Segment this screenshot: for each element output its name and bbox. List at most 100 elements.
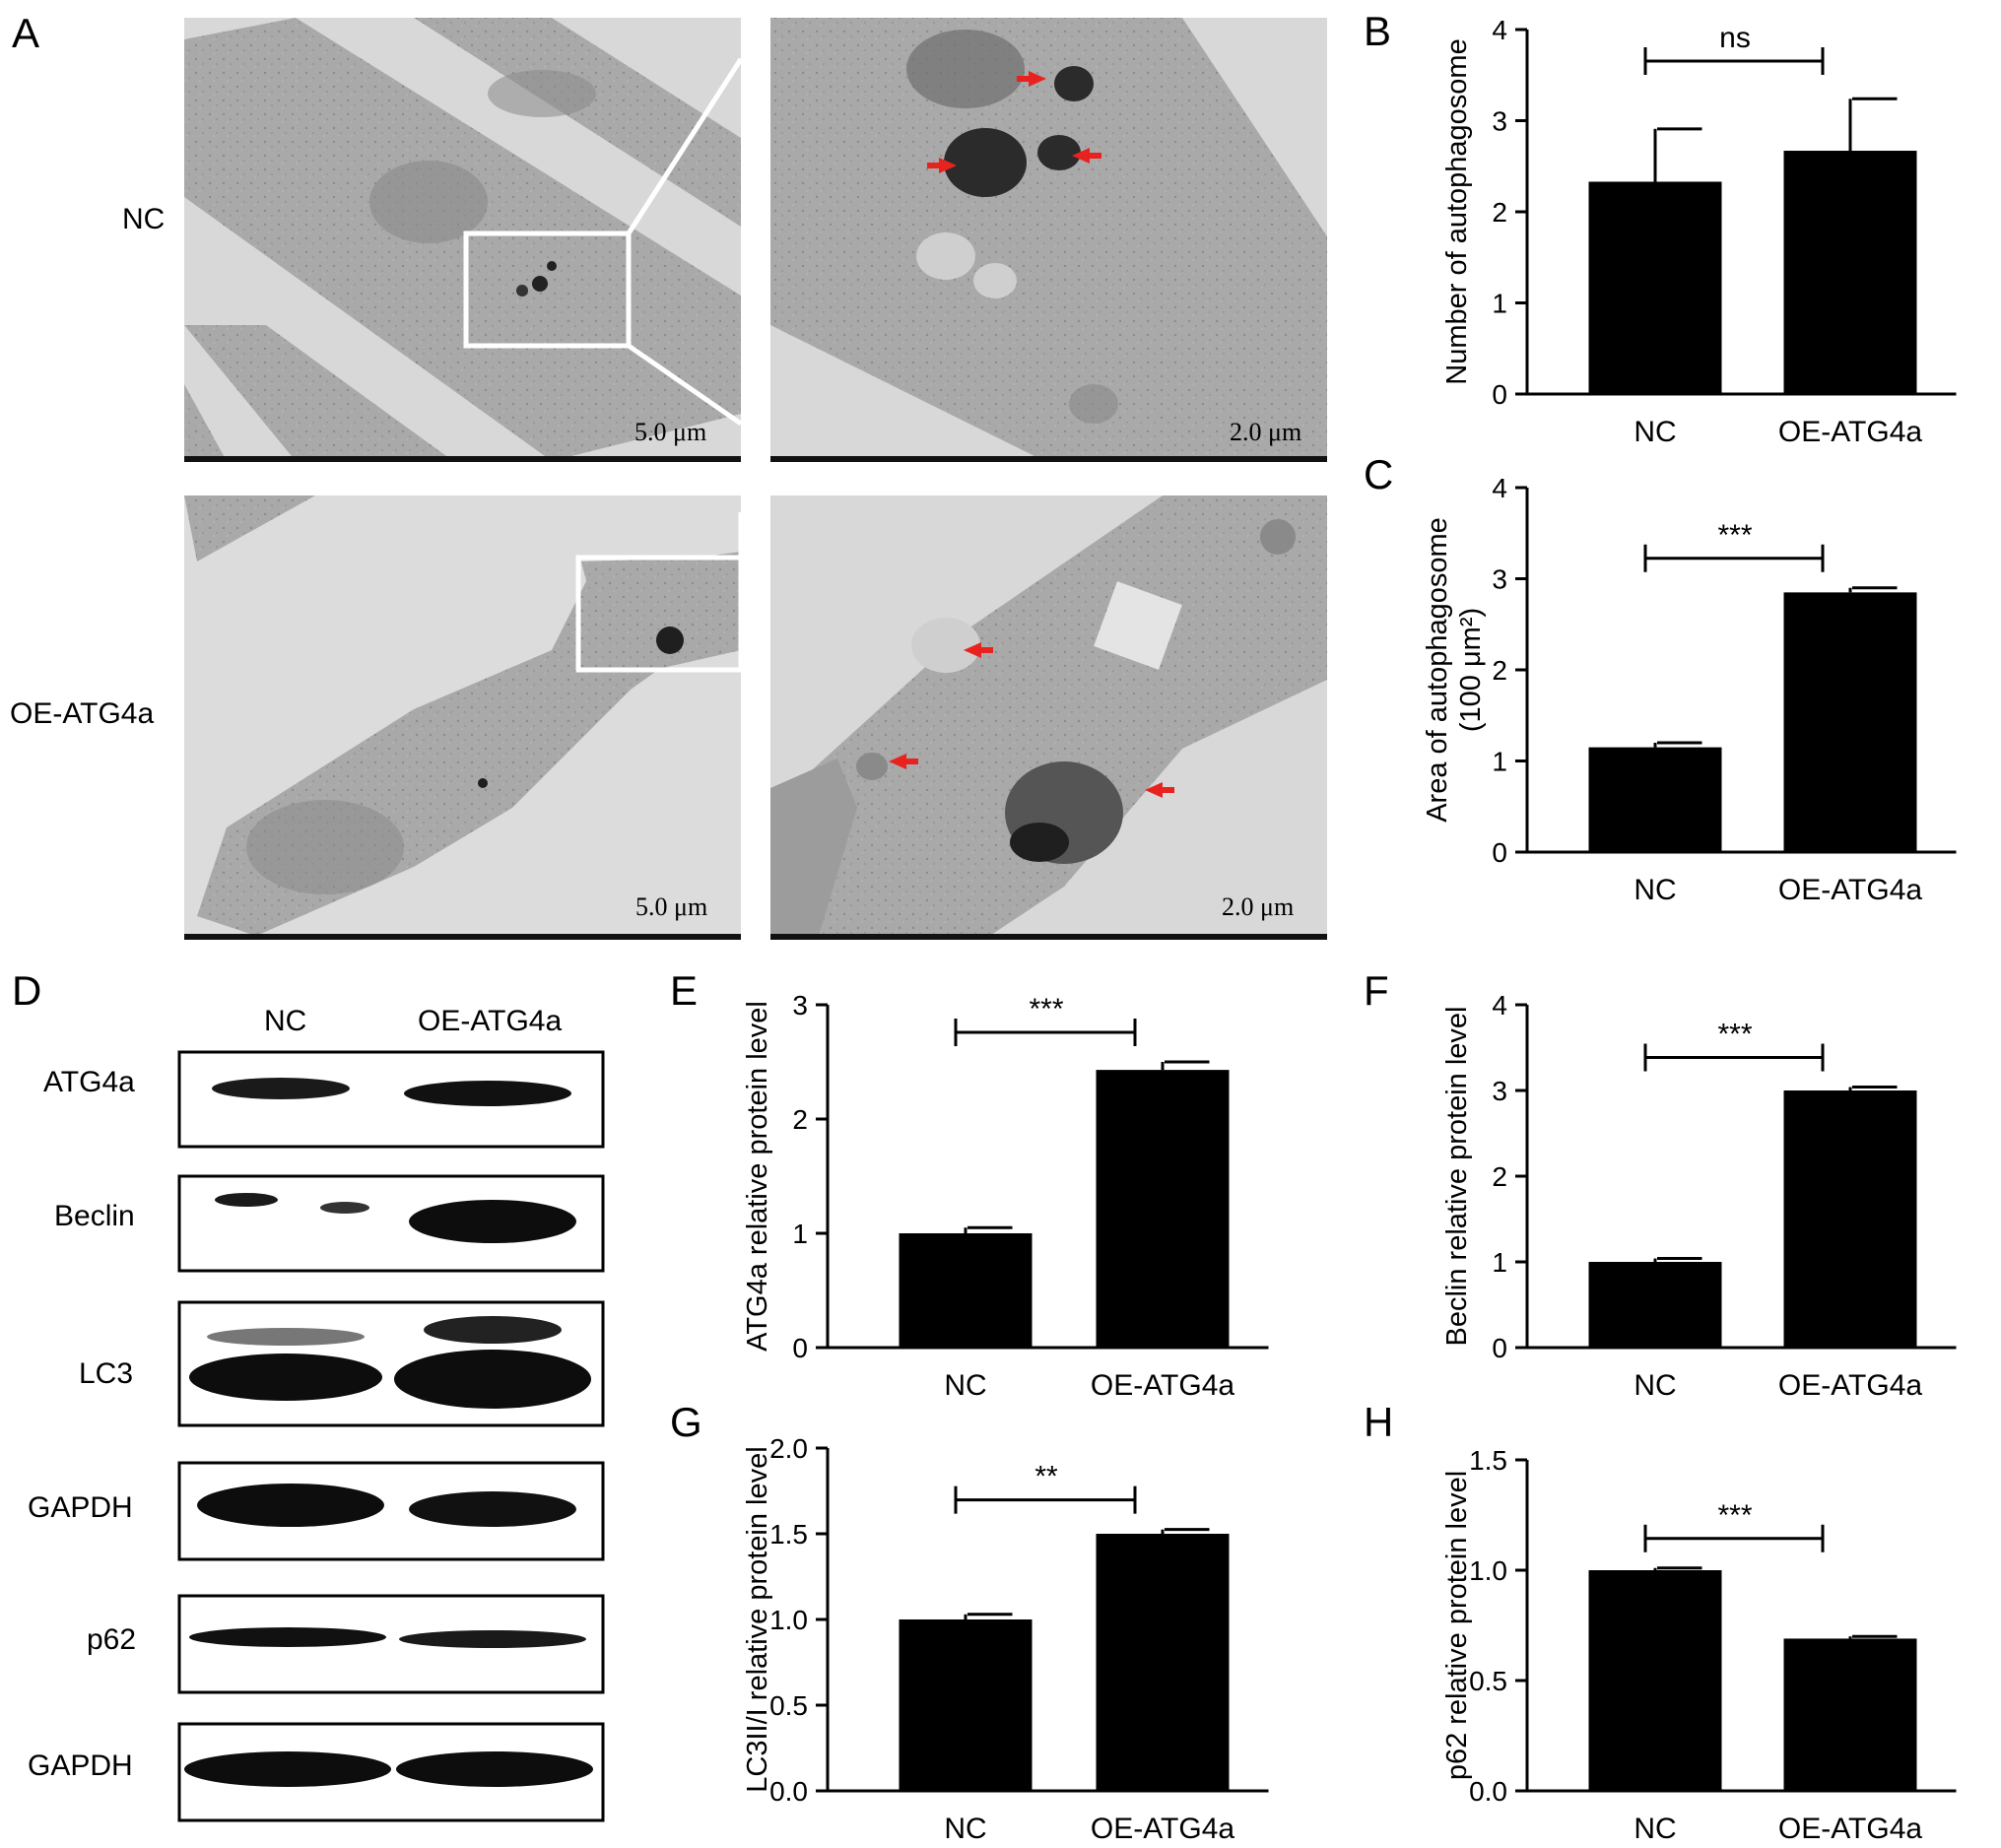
y-axis-label-unit: (100 μm²) <box>1455 608 1487 732</box>
blot-box-p62 <box>177 1594 605 1694</box>
y-tick-label: 0 <box>1492 837 1507 868</box>
chart-f: 0 1 2 3 4 Beclin relative protein level NC OE-A… <box>1441 990 1957 1399</box>
y-tick-label: 1.0 <box>1469 1555 1507 1586</box>
scale-label-nc-low: 5.0 μm <box>634 418 707 446</box>
significance-label: *** <box>1717 519 1752 552</box>
y-tick-label: 4 <box>1492 990 1507 1021</box>
blot-box-lc3 <box>177 1300 605 1427</box>
y-tick-label: 0 <box>792 1333 808 1363</box>
y-tick-label: 3 <box>1492 1076 1507 1106</box>
y-tick-label: 1.5 <box>769 1519 808 1550</box>
bar-nc <box>1588 181 1722 394</box>
western-blot <box>177 1050 605 1822</box>
x-tick-label: NC <box>1634 416 1676 448</box>
significance-label: *** <box>1029 993 1063 1025</box>
blot-label-p62: p62 <box>87 1623 137 1656</box>
x-tick-label: OE-ATG4a <box>1778 1369 1922 1399</box>
blot-box-atg4a <box>177 1050 605 1149</box>
y-tick-label: 2 <box>1492 1161 1507 1192</box>
y-tick-label: 2 <box>1492 655 1507 686</box>
x-tick-label: OE-ATG4a <box>1091 1813 1234 1842</box>
y-tick-label: 3 <box>792 990 808 1021</box>
y-tick-label: 3 <box>1492 106 1507 137</box>
x-tick-label: OE-ATG4a <box>1778 416 1922 448</box>
y-tick-label: 4 <box>1492 15 1507 45</box>
blot-col-nc: NC <box>264 1005 307 1037</box>
em-image-nc-low <box>184 18 744 462</box>
panel-label-d: D <box>12 967 42 1014</box>
blot-box-beclin <box>177 1174 605 1273</box>
bar-oe-atg4a <box>1783 1638 1917 1791</box>
y-tick-label: 2 <box>792 1104 808 1135</box>
chart-b: 0 1 2 3 4 Number of autophagosome NC OE-ATG4a ns <box>1441 15 1957 448</box>
bar-oe-atg4a <box>1783 592 1917 852</box>
y-tick-label: 3 <box>1492 564 1507 595</box>
red-arrows <box>889 71 1174 798</box>
panel-label-a: A <box>12 10 40 56</box>
em-row-label-nc: NC <box>122 203 166 235</box>
blot-label-beclin: Beclin <box>54 1200 135 1232</box>
scale-label-oe-low: 5.0 μm <box>635 892 708 921</box>
y-tick-label: 2 <box>1492 197 1507 228</box>
y-tick-label: 1 <box>1492 1247 1507 1278</box>
em-image-oe-high <box>770 495 1327 940</box>
y-axis-label: p62 relative protein level <box>1441 1471 1473 1780</box>
blot-label-atg4a: ATG4a <box>43 1066 135 1098</box>
blot-box-gapdh-1 <box>177 1461 605 1561</box>
y-tick-label: 1 <box>792 1219 808 1249</box>
significance-label: ** <box>1034 1461 1058 1493</box>
y-axis-label: Area of autophagosome <box>1422 517 1453 823</box>
bar-oe-atg4a <box>1783 1090 1917 1348</box>
blot-col-oe: OE-ATG4a <box>418 1005 563 1037</box>
y-tick-label: 0 <box>1492 379 1507 410</box>
scale-label-oe-high: 2.0 μm <box>1222 892 1295 921</box>
bar-oe-atg4a <box>1096 1070 1230 1348</box>
x-tick-label: NC <box>1634 874 1676 906</box>
panel-label-e: E <box>670 967 699 1014</box>
y-tick-label: 4 <box>1492 473 1507 503</box>
y-axis-label: Number of autophagosome <box>1441 38 1473 384</box>
significance-label: *** <box>1717 1499 1752 1532</box>
bar-oe-atg4a <box>1096 1534 1230 1791</box>
bar-oe-atg4a <box>1783 151 1917 394</box>
bar-nc <box>899 1233 1033 1348</box>
blot-label-gapdh-1: GAPDH <box>28 1491 133 1524</box>
x-tick-label: NC <box>1634 1369 1676 1399</box>
y-tick-label: 1.0 <box>769 1605 808 1635</box>
y-axis-label: Beclin relative protein level <box>1441 1007 1473 1347</box>
y-tick-label: 1 <box>1492 747 1507 777</box>
bar-nc <box>1588 1570 1722 1791</box>
em-row-label-oe: OE-ATG4a <box>10 697 155 730</box>
significance-label: *** <box>1717 1019 1752 1051</box>
panel-label-b: B <box>1364 8 1392 54</box>
significance-label: ns <box>1719 22 1751 54</box>
bar-nc <box>1588 1262 1722 1348</box>
scale-label-nc-high: 2.0 μm <box>1230 418 1302 446</box>
y-tick-label: 0.5 <box>769 1690 808 1721</box>
panel-label-f: F <box>1364 967 1389 1014</box>
x-tick-label: NC <box>1634 1813 1676 1842</box>
y-tick-label: 1.5 <box>1469 1445 1507 1476</box>
x-tick-label: OE-ATG4a <box>1778 1813 1922 1842</box>
blot-label-gapdh-2: GAPDH <box>28 1749 133 1782</box>
y-tick-label: 0.0 <box>769 1776 808 1807</box>
chart-e: 0 1 2 3 ATG4a relative protein level NC OE-ATG… <box>742 990 1269 1399</box>
bar-nc <box>1588 747 1722 852</box>
x-tick-label: NC <box>944 1813 986 1842</box>
y-axis-label: LC3II/I relative protein level <box>742 1446 773 1792</box>
blot-label-lc3: LC3 <box>79 1357 134 1390</box>
em-micrographs <box>184 18 1327 940</box>
em-image-oe-low <box>184 495 744 940</box>
y-tick-label: 0.0 <box>1469 1776 1507 1807</box>
x-tick-label: NC <box>944 1369 986 1399</box>
x-tick-label: OE-ATG4a <box>1091 1369 1234 1399</box>
blot-box-gapdh-2 <box>177 1722 605 1822</box>
panel-label-c: C <box>1364 451 1394 497</box>
y-tick-label: 2.0 <box>769 1433 808 1464</box>
x-tick-label: OE-ATG4a <box>1778 874 1922 906</box>
bar-nc <box>899 1619 1033 1791</box>
y-tick-label: 0 <box>1492 1333 1507 1363</box>
em-image-nc-high <box>770 18 1327 462</box>
